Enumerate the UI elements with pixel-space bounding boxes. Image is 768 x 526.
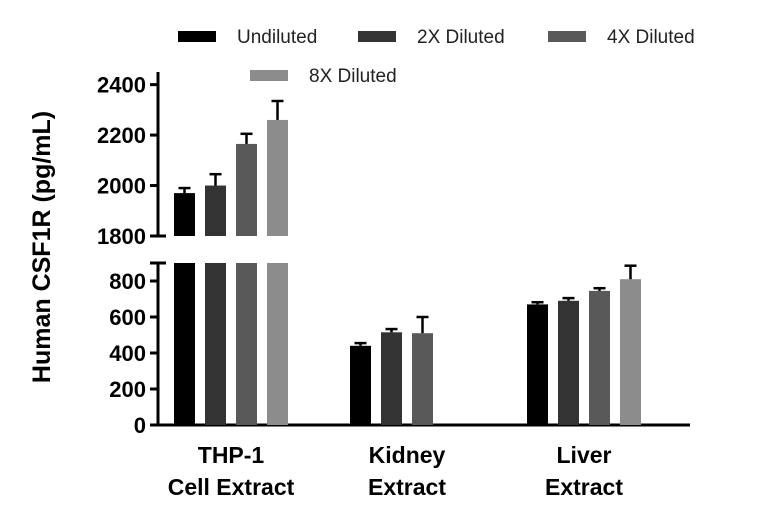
category-label-line: Extract [545, 474, 623, 500]
category-label-line: Extract [368, 474, 446, 500]
legend-label: Undiluted [237, 27, 317, 48]
legend-label: 2X Diluted [417, 27, 505, 48]
y-tick-label: 2200 [97, 123, 146, 148]
bars [174, 119, 641, 425]
bar [589, 290, 610, 425]
y-axis-title: Human CSF1R (pg/mL) [28, 111, 56, 383]
error-bars [178, 99, 637, 346]
legend: Undiluted 2X Diluted 4X Diluted 8X Diluted [178, 27, 695, 87]
y-tick-label: 0 [134, 413, 146, 438]
y-tick-label: 2000 [97, 174, 146, 199]
y-tick-label: 1800 [97, 224, 146, 249]
bar [527, 304, 548, 425]
bar [350, 345, 371, 425]
legend-swatch [178, 31, 216, 42]
bar [236, 143, 257, 236]
category-labels: THP-1 Cell Extract Kidney Extract Liver Extra… [168, 442, 624, 500]
bar [412, 333, 433, 425]
y-tick-label: 800 [109, 269, 146, 294]
y-axis-title-group: Human CSF1R (pg/mL) [28, 111, 56, 383]
bar [267, 263, 288, 425]
category-label-line: Liver [557, 442, 612, 468]
y-tick-label: 2400 [97, 73, 146, 98]
bar [174, 263, 195, 425]
bar [236, 263, 257, 425]
bar [620, 279, 641, 425]
y-tick-label: 200 [109, 377, 146, 402]
category-label: THP-1 Cell Extract [168, 442, 295, 500]
category-label: Liver Extract [545, 442, 623, 500]
bar [558, 300, 579, 425]
y-tick-label: 600 [109, 305, 146, 330]
legend-swatch [548, 31, 586, 42]
category-label-line: Kidney [369, 442, 446, 468]
bar [267, 119, 288, 236]
category-label: Kidney Extract [368, 442, 446, 500]
legend-swatch [358, 31, 396, 42]
legend-label: 8X Diluted [309, 66, 397, 87]
legend-label: 4X Diluted [607, 27, 695, 48]
bar [381, 332, 402, 425]
y-tick-label: 400 [109, 341, 146, 366]
bar [174, 193, 195, 236]
legend-swatch [250, 70, 288, 81]
bar [205, 185, 226, 236]
bar [205, 263, 226, 425]
category-label-line: Cell Extract [168, 474, 295, 500]
category-label-line: THP-1 [198, 442, 265, 468]
